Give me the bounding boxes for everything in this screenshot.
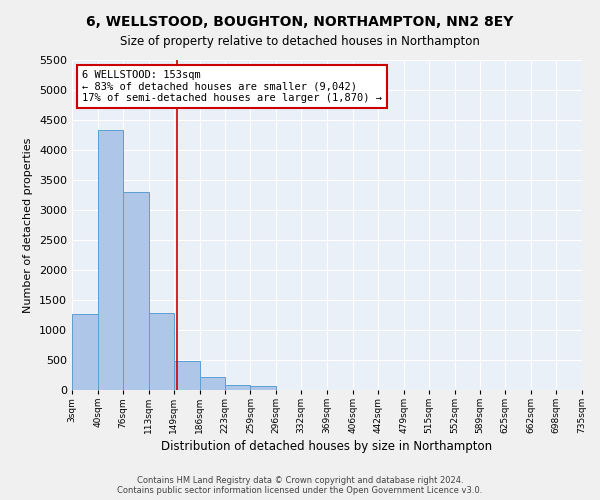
Bar <box>225 384 250 390</box>
Text: 6 WELLSTOOD: 153sqm
← 83% of detached houses are smaller (9,042)
17% of semi-det: 6 WELLSTOOD: 153sqm ← 83% of detached ho… <box>82 70 382 103</box>
Bar <box>174 361 199 390</box>
Text: Size of property relative to detached houses in Northampton: Size of property relative to detached ho… <box>120 35 480 48</box>
X-axis label: Distribution of detached houses by size in Northampton: Distribution of detached houses by size … <box>161 440 493 454</box>
Y-axis label: Number of detached properties: Number of detached properties <box>23 138 34 312</box>
Bar <box>250 386 276 390</box>
Bar <box>199 378 225 390</box>
Bar <box>149 312 174 390</box>
Bar <box>98 130 123 390</box>
Bar <box>123 192 149 390</box>
Bar <box>72 314 98 390</box>
Text: 6, WELLSTOOD, BOUGHTON, NORTHAMPTON, NN2 8EY: 6, WELLSTOOD, BOUGHTON, NORTHAMPTON, NN2… <box>86 15 514 29</box>
Text: Contains HM Land Registry data © Crown copyright and database right 2024.
Contai: Contains HM Land Registry data © Crown c… <box>118 476 482 495</box>
